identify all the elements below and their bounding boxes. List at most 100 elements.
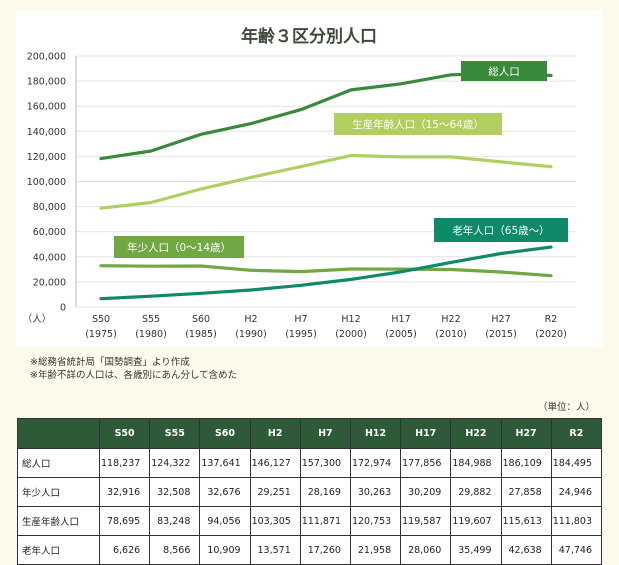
y-tick-label: 60,000 (33, 227, 66, 238)
table-cell: 124,322 (149, 448, 201, 478)
table-cell: 177,856 (400, 448, 452, 478)
row-header: 老年人口 (17, 535, 100, 565)
table-cell: 172,974 (349, 448, 402, 478)
chart-panel: 年齢３区分別人口 0 20,000 40,000 60,000 80,000 100,000… (16, 10, 603, 347)
y-tick-label: 40,000 (33, 252, 66, 263)
column-header: H7 (299, 418, 351, 449)
x-tick-year: (2005) (385, 329, 417, 340)
table-cell: 184,495 (550, 448, 603, 478)
y-tick-label: 20,000 (33, 277, 66, 288)
y-tick-label: 180,000 (27, 77, 66, 88)
table-row: 生産年齢人口 78,695 83,248 94,056 103,305 111,871 12… (17, 506, 603, 536)
x-tick-label: H22 (441, 314, 460, 325)
table-cell: 78,695 (98, 506, 151, 536)
column-header: S55 (149, 418, 201, 449)
y-tick-label: 100,000 (27, 177, 66, 188)
x-tick-year: (2000) (335, 329, 367, 340)
table-cell: 29,882 (450, 477, 502, 507)
table-cell: 120,753 (349, 506, 402, 536)
column-header: S60 (199, 418, 251, 449)
row-header: 総人口 (17, 448, 100, 478)
table-cell: 32,676 (199, 477, 251, 507)
column-header: S50 (98, 418, 151, 449)
series-label-box (334, 113, 502, 135)
series-label: 生産年齢人口（15～64歳） (352, 118, 484, 131)
x-tick-year: (1980) (135, 329, 167, 340)
series-label-box (434, 218, 568, 242)
table-cell: 10,909 (199, 535, 251, 565)
table-cell: 103,305 (249, 506, 301, 536)
table-cell: 6,626 (98, 535, 151, 565)
x-tick-label: H7 (294, 314, 307, 325)
table-cell: 30,263 (349, 477, 402, 507)
table-cell: 157,300 (299, 448, 351, 478)
column-header: H17 (400, 418, 452, 449)
line-chart: 年齢３区分別人口 0 20,000 40,000 60,000 80,000 100,000… (23, 26, 576, 340)
table-row: 総人口 118,237 124,322 137,641 146,127 157,300 17… (17, 448, 603, 478)
x-tick-label: H17 (391, 314, 410, 325)
table-cell: 119,587 (400, 506, 452, 536)
y-tick-label: 80,000 (33, 202, 66, 213)
table-cell: 119,607 (450, 506, 502, 536)
table-cell: 137,641 (199, 448, 251, 478)
table-cell: 111,871 (299, 506, 351, 536)
series-label-box (461, 61, 547, 81)
x-tick-year: (2020) (535, 329, 567, 340)
x-tick-year: (2010) (435, 329, 467, 340)
table-corner (17, 418, 100, 449)
y-tick-label: 0 (60, 303, 66, 314)
x-tick-year: (1990) (235, 329, 267, 340)
x-tick-year: (1985) (185, 329, 217, 340)
chart-title: 年齢３区分別人口 (241, 26, 377, 47)
note-source: ※総務省統計局「国勢調査」より作成 (30, 357, 190, 368)
x-tick-label: S60 (192, 314, 210, 325)
y-unit-label: （人） (23, 313, 52, 325)
population-table: S50 S55 S60 H2 H7 H12 H17 H22 H27 R2 総人口 118,237 12… (17, 418, 603, 565)
x-tick-year: (1995) (285, 329, 317, 340)
table-unit: （単位：人） (537, 402, 595, 413)
x-tick-year: (2015) (485, 329, 517, 340)
y-tick-label: 160,000 (27, 102, 66, 113)
table-cell: 83,248 (149, 506, 201, 536)
table-cell: 8,566 (149, 535, 201, 565)
series-label: 年少人口（0～14歳） (127, 241, 231, 254)
table-cell: 111,803 (550, 506, 603, 536)
x-tick-label: R2 (545, 314, 558, 325)
x-tick-year: (1975) (85, 329, 117, 340)
x-tick-label: H12 (341, 314, 360, 325)
column-header: H2 (249, 418, 301, 449)
column-header: H12 (349, 418, 402, 449)
table-cell: 118,237 (98, 448, 151, 478)
table-cell: 32,508 (149, 477, 201, 507)
table-cell: 17,260 (299, 535, 351, 565)
row-header: 年少人口 (17, 477, 100, 507)
table-cell: 21,958 (349, 535, 402, 565)
row-header: 生産年齢人口 (17, 506, 100, 536)
table-cell: 30,209 (400, 477, 452, 507)
column-header: H22 (450, 418, 502, 449)
table-cell: 13,571 (249, 535, 301, 565)
table-cell: 29,251 (249, 477, 301, 507)
table-cell: 32,916 (98, 477, 151, 507)
table-header-row: S50 S55 S60 H2 H7 H12 H17 H22 H27 R2 (17, 418, 603, 449)
table-cell: 28,169 (299, 477, 351, 507)
column-header: R2 (550, 418, 603, 449)
x-tick-label: S50 (92, 314, 110, 325)
table-cell: 27,858 (500, 477, 552, 507)
x-tick-label: H2 (244, 314, 257, 325)
table-cell: 146,127 (249, 448, 301, 478)
series-line (99, 245, 553, 301)
y-tick-label: 200,000 (27, 52, 66, 63)
table-row: 老年人口 6,626 8,566 10,909 13,571 17,260 21,958 28… (17, 535, 603, 565)
table-cell: 24,946 (550, 477, 603, 507)
series-line (99, 264, 553, 278)
table-cell: 42,638 (500, 535, 552, 565)
column-header: H27 (500, 418, 552, 449)
table-cell: 184,988 (450, 448, 502, 478)
notes: ※総務省統計局「国勢調査」より作成 ※年齢不詳の人口は、各歳別にあん分して含めた (30, 356, 237, 382)
x-tick-label: S55 (142, 314, 160, 325)
table-cell: 94,056 (199, 506, 251, 536)
table-cell: 35,499 (450, 535, 502, 565)
series-label-box (114, 236, 244, 258)
table-cell: 186,109 (500, 448, 552, 478)
